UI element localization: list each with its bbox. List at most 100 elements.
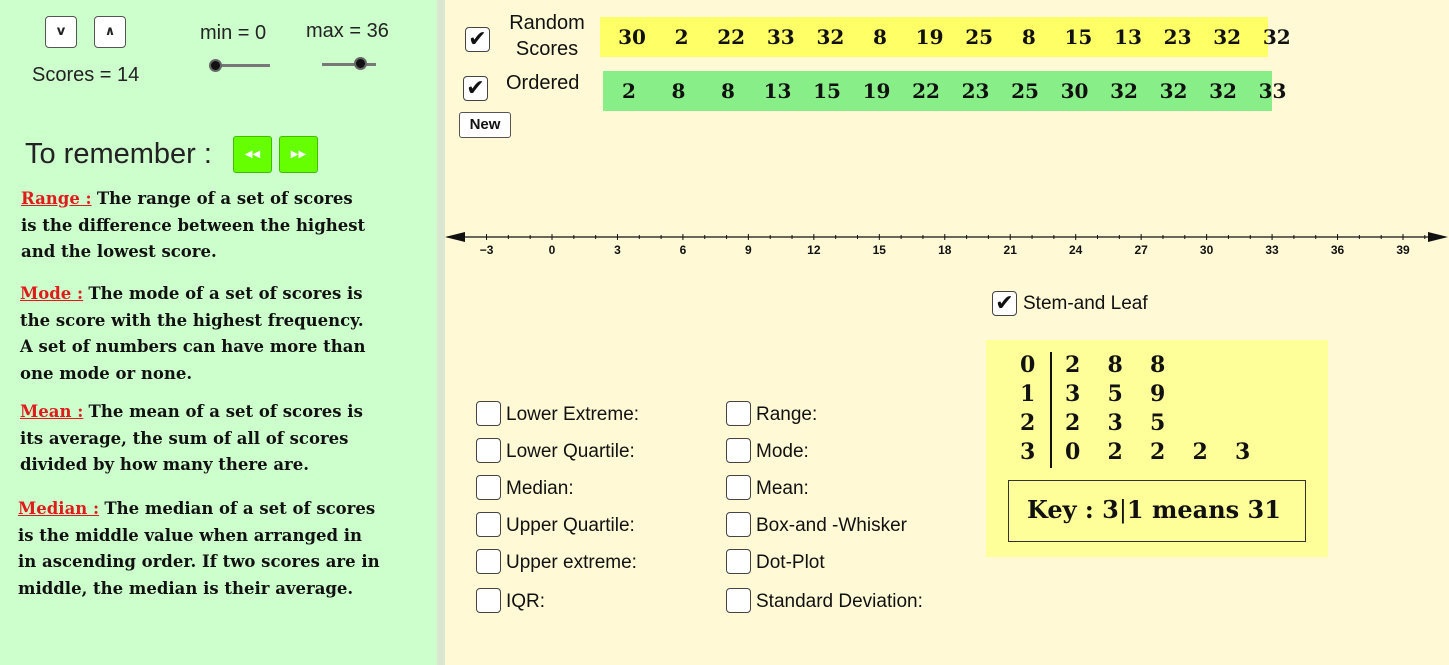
leaf-value: 5	[1107, 381, 1123, 407]
left-panel	[0, 0, 437, 665]
stem-leaf-key: Key : 3|1 means 31	[1008, 480, 1306, 542]
mean-line-3: divided by how many there are.	[20, 455, 309, 474]
rewind-icon: ◀◀	[244, 149, 261, 160]
right-arrow-icon	[1428, 232, 1448, 242]
stat-checkbox[interactable]	[726, 438, 751, 463]
range-line-1: The range of a set of scores	[96, 189, 353, 208]
check-icon: ✔	[995, 291, 1014, 316]
score-cell: 15	[1064, 25, 1093, 49]
stat-checkbox[interactable]	[726, 475, 751, 500]
ordered-scores-row: 2 8 8 13 15 19 22 23 25 30 32 32 32 33	[603, 71, 1286, 111]
stem-leaf-checkbox[interactable]: ✔	[992, 291, 1017, 316]
tick-label: 33	[1265, 243, 1279, 257]
stat-checkbox[interactable]	[726, 588, 751, 613]
tick-label: 3	[614, 243, 621, 257]
stem-leaf-label: Stem-and Leaf	[1023, 293, 1148, 314]
score-cell: 32	[1209, 79, 1237, 103]
score-cell: 33	[1258, 79, 1287, 103]
tick-label: 12	[807, 243, 821, 257]
random-scores-checkbox[interactable]: ✔	[465, 27, 490, 52]
leaf-value: 3	[1235, 439, 1251, 465]
fast-forward-icon: ▶▶	[290, 149, 307, 160]
leaf-value: 5	[1150, 410, 1166, 436]
score-cell: 30	[1060, 79, 1089, 103]
stat-checkbox-label: Lower Quartile:	[506, 441, 635, 462]
check-icon: ✔	[466, 76, 485, 101]
tick-label: 24	[1069, 243, 1083, 257]
max-slider-knob[interactable]	[354, 57, 367, 70]
mode-line-3: A set of numbers can have more than	[20, 337, 366, 356]
stat-checkbox[interactable]	[726, 549, 751, 574]
stem-value: 3	[1020, 439, 1036, 465]
min-slider-track[interactable]	[212, 64, 270, 67]
score-cell: 32	[1159, 79, 1188, 103]
stem-value: 2	[1020, 410, 1036, 436]
previous-button[interactable]: ◀◀	[233, 136, 272, 173]
score-cell: 25	[1011, 79, 1039, 103]
max-label: max = 36	[306, 20, 389, 42]
tick-label: 30	[1199, 243, 1214, 257]
tick-label: 36	[1330, 243, 1345, 257]
score-cell: 8	[1021, 25, 1036, 49]
score-cell: 13	[1114, 25, 1142, 49]
max-slider-track[interactable]	[322, 63, 376, 66]
stat-checkbox-label: Mean:	[756, 478, 809, 499]
score-cell: 32	[1262, 25, 1291, 49]
stat-checkbox[interactable]	[476, 438, 501, 463]
score-cell: 33	[766, 25, 795, 49]
score-cell: 32	[1213, 25, 1242, 49]
stat-checkbox[interactable]	[476, 549, 501, 574]
mean-term: Mean :	[20, 402, 84, 421]
range-line-2: is the difference between the highest	[21, 215, 366, 235]
new-button[interactable]: New	[459, 112, 511, 138]
score-cell: 30	[618, 25, 646, 49]
stat-checkbox[interactable]	[476, 401, 501, 426]
min-slider-knob[interactable]	[209, 59, 222, 72]
increase-scores-button[interactable]: ∧	[94, 16, 126, 48]
median-line-1: The median of a set of scores	[104, 499, 376, 518]
median-line-2: is the middle value when arranged in	[18, 525, 363, 545]
tick-label: 18	[938, 243, 952, 257]
check-icon: ✔	[468, 27, 487, 52]
panel-divider[interactable]	[437, 0, 445, 665]
stat-checkbox[interactable]	[726, 401, 751, 426]
next-button[interactable]: ▶▶	[279, 136, 318, 173]
score-cell: 13	[763, 79, 792, 103]
stat-checkbox-label: Dot-Plot	[756, 552, 825, 573]
random-label-line-1: Random	[509, 12, 585, 34]
leaf-value: 2	[1065, 352, 1081, 378]
random-label-line-2: Scores	[515, 38, 579, 60]
leaf-value: 9	[1150, 381, 1166, 407]
leaf-value: 0	[1065, 439, 1081, 465]
leaf-value: 3	[1107, 410, 1123, 436]
tick-label: 0	[548, 243, 556, 257]
range-line-3: and the lowest score.	[21, 242, 217, 261]
mode-line-2: the score with the highest frequency.	[20, 310, 364, 330]
tick-label: 15	[872, 243, 886, 257]
tick-label: 39	[1396, 243, 1410, 257]
leaf-value: 2	[1107, 439, 1123, 465]
leaf-value: 3	[1065, 381, 1081, 407]
score-cell: 22	[912, 79, 940, 103]
tick-label: −3	[479, 243, 494, 257]
stat-checkbox[interactable]	[476, 588, 501, 613]
score-cell: 8	[671, 79, 686, 103]
leaf-value: 2	[1065, 410, 1081, 436]
stat-checkbox[interactable]	[476, 512, 501, 537]
scores-count-label: Scores = 14	[32, 64, 140, 86]
mode-term: Mode :	[20, 284, 84, 303]
ordered-checkbox[interactable]: ✔	[463, 76, 488, 101]
score-cell: 32	[1110, 79, 1138, 103]
stem-value: 0	[1020, 352, 1036, 378]
decrease-scores-button[interactable]: v	[45, 16, 77, 48]
stat-checkbox[interactable]	[476, 475, 501, 500]
key-leaf: 1 means 31	[1126, 495, 1281, 524]
stat-checkbox-label: Box-and -Whisker	[756, 515, 907, 536]
stat-checkbox[interactable]	[726, 512, 751, 537]
tick-label: 27	[1134, 243, 1148, 257]
range-definition: Range : The range of a set of scores is …	[21, 186, 431, 266]
leaf-value: 8	[1150, 352, 1166, 378]
mode-line-4: one mode or none.	[20, 363, 193, 383]
range-term: Range :	[21, 189, 92, 208]
key-label: Key :	[1027, 495, 1094, 524]
